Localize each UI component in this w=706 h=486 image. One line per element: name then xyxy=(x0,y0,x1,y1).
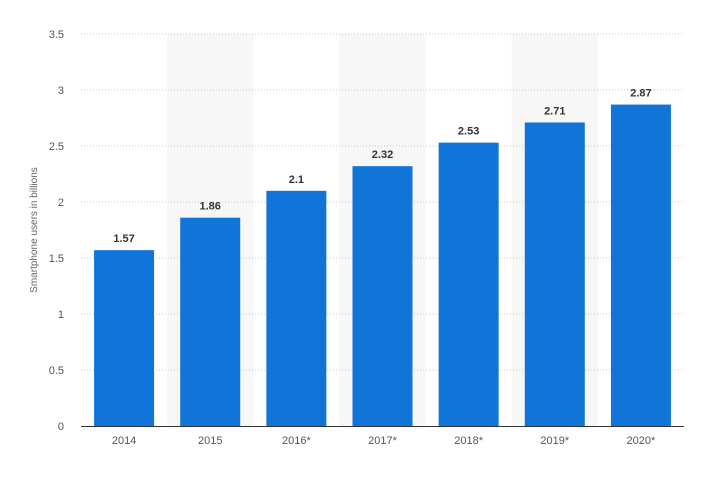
y-tick-label: 0.5 xyxy=(49,365,64,377)
data-label-2020*: 2.87 xyxy=(630,88,651,100)
data-label-2019*: 2.71 xyxy=(544,105,565,117)
y-tick-label: 1.5 xyxy=(49,253,64,265)
bar-2017* xyxy=(352,166,413,426)
y-tick-label: 2 xyxy=(58,197,64,209)
data-label-2016*: 2.1 xyxy=(289,174,304,186)
x-tick-label: 2017* xyxy=(368,435,397,447)
x-tick-labels: 2014 2015 2016* 2017* 2018* 2019* 2020* xyxy=(112,435,656,447)
y-tick-label: 2.5 xyxy=(49,141,64,153)
x-tick-label: 2020* xyxy=(627,435,656,447)
y-tick-label: 3 xyxy=(58,85,64,97)
y-tick-labels: 0 0.5 1 1.5 2 2.5 3 3.5 xyxy=(49,29,64,433)
data-label-2014: 1.57 xyxy=(113,233,134,245)
bar-2018* xyxy=(438,142,499,426)
x-tick-label: 2019* xyxy=(540,435,569,447)
data-label-2018*: 2.53 xyxy=(458,126,479,138)
y-tick-label: 3.5 xyxy=(49,29,64,41)
data-label-2017*: 2.32 xyxy=(372,149,393,161)
data-label-2015: 1.86 xyxy=(200,201,221,213)
x-tick-label: 2016* xyxy=(282,435,311,447)
data-labels: 1.57 1.86 2.1 2.32 2.53 2.71 2.87 xyxy=(113,88,651,246)
bar-2015 xyxy=(180,217,241,426)
x-tick-label: 2015 xyxy=(198,435,222,447)
bars xyxy=(94,104,671,426)
x-tick-label: 2014 xyxy=(112,435,136,447)
bar-2020* xyxy=(610,104,671,426)
bar-2014 xyxy=(94,250,155,426)
y-axis-title: Smartphone users in billions xyxy=(29,167,40,293)
y-tick-label: 1 xyxy=(58,309,64,321)
bar-2019* xyxy=(524,122,585,426)
x-tick-label: 2018* xyxy=(454,435,483,447)
bar-2016* xyxy=(266,190,327,426)
y-tick-label: 0 xyxy=(58,421,64,433)
